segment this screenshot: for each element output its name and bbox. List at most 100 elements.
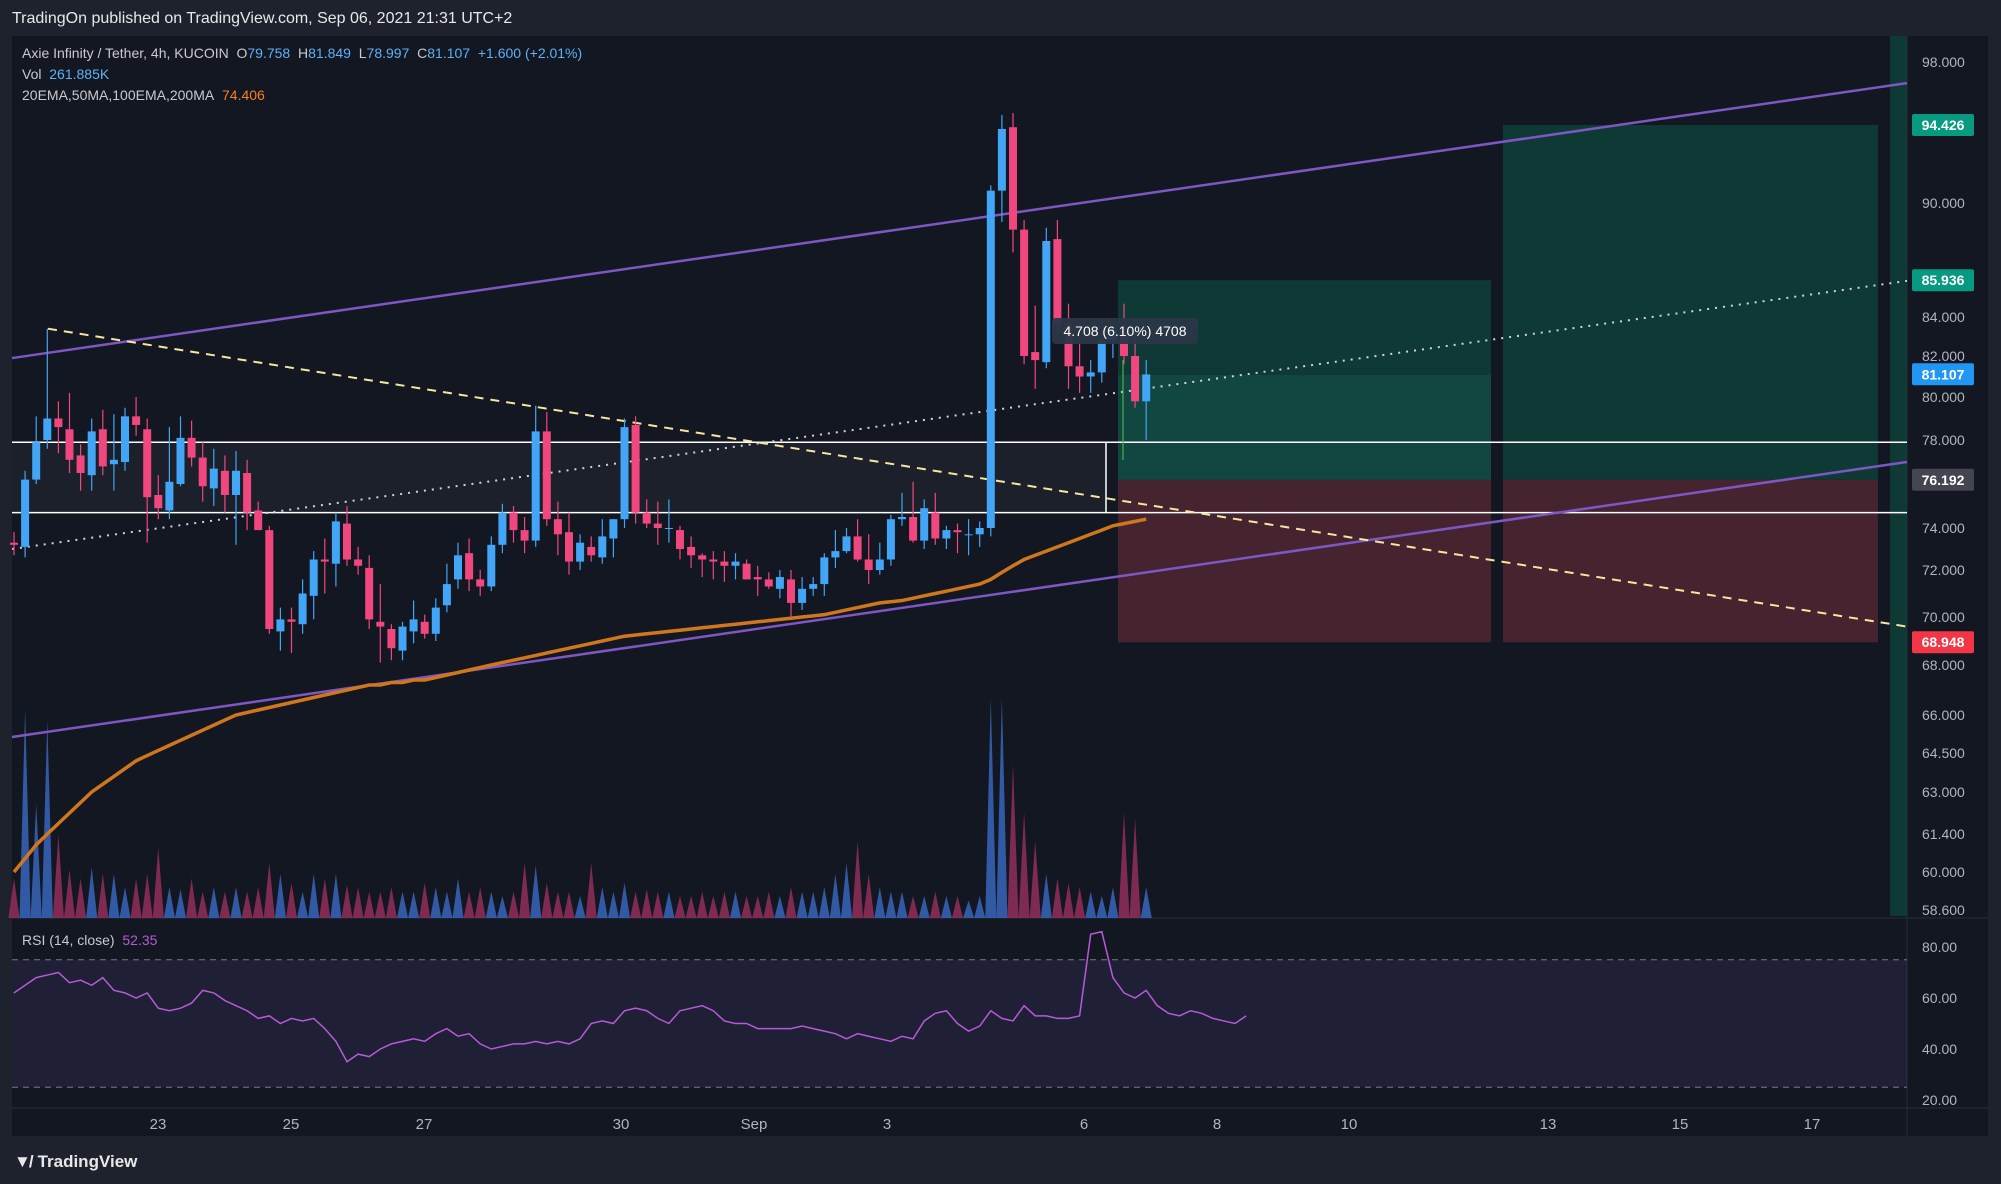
volume-bar	[385, 887, 397, 918]
volume-bar	[951, 896, 964, 918]
candle-body	[287, 619, 296, 622]
volume-bar	[252, 887, 264, 918]
price-axis-label: 68.000	[1922, 657, 1965, 673]
close-value: 81.107	[427, 45, 471, 61]
volume-bar	[1118, 812, 1130, 918]
candle-body	[997, 128, 1006, 191]
time-axis-label: 8	[1213, 1116, 1221, 1133]
candle-body	[442, 584, 451, 606]
time-axis-label: 15	[1672, 1116, 1689, 1133]
candle-body	[198, 457, 207, 487]
price-axis-label: 82.000	[1922, 348, 1965, 364]
volume-bar	[285, 882, 298, 918]
volume-bar	[896, 891, 908, 918]
rsi-pane: 80.00 60.00 40.00 20.00	[12, 930, 1957, 1108]
volume-bar	[929, 891, 941, 918]
volume-legend[interactable]: Vol 261.885K	[22, 66, 109, 82]
price-axis[interactable]: 98.000 90.000 84.000 82.000 80.000 78.000 74.0…	[1922, 54, 1965, 918]
volume-bar	[530, 865, 542, 918]
price-tag-label: 68.948	[1922, 634, 1965, 650]
candle-body	[298, 593, 307, 625]
volume-bar	[197, 891, 209, 918]
candle-body	[1075, 366, 1084, 377]
price-tag-background	[1912, 269, 1974, 292]
volume-bar	[729, 891, 742, 918]
candle-body	[920, 508, 929, 541]
volume-bar	[552, 891, 564, 918]
long-position-profit-fill	[1118, 375, 1491, 480]
volume-bar	[641, 889, 653, 918]
candle-body	[465, 553, 474, 580]
volume-bar	[119, 887, 131, 918]
price-axis-label: 63.000	[1922, 784, 1965, 800]
candle-body	[143, 429, 152, 498]
volume-bar	[1085, 891, 1097, 918]
volume-bar	[186, 878, 198, 918]
candle-body	[276, 619, 285, 632]
ma-legend[interactable]: 20EMA,50MA,100EMA,200MA 74.406	[22, 87, 265, 103]
volume-bar	[263, 863, 275, 918]
volume-bar	[607, 891, 619, 918]
volume-bar	[330, 874, 342, 918]
candle-body	[354, 559, 363, 566]
price-axis-label: 90.000	[1922, 195, 1965, 211]
drawing-lines[interactable]	[11, 81, 1908, 874]
candle-body	[986, 190, 995, 528]
rsi-axis-label: 40.00	[1922, 1041, 1957, 1057]
volume-bar	[1129, 819, 1141, 918]
price-axis-label: 78.000	[1922, 432, 1965, 448]
candle-body	[132, 416, 141, 425]
volume-bar	[363, 891, 375, 918]
candle-body	[265, 530, 274, 629]
price-axis-label: 66.000	[1922, 707, 1965, 723]
volume-bar	[463, 891, 475, 918]
brand-name: TradingView	[37, 1152, 138, 1171]
candle-body	[576, 542, 585, 562]
volume-bar	[563, 891, 575, 918]
volume-bar	[319, 878, 331, 918]
candle-body	[232, 470, 240, 495]
annotations: 4.708 (6.10%) 4708	[1052, 318, 1198, 460]
volume-bar	[419, 882, 431, 918]
candle-body	[642, 512, 651, 524]
candle-body	[320, 559, 329, 562]
price-tag-background	[1912, 363, 1974, 386]
rsi-legend[interactable]: RSI (14, close) 52.35	[22, 932, 157, 948]
tradingview-logo[interactable]: ▼/TradingView	[14, 1152, 137, 1172]
candle-body	[587, 546, 596, 556]
candle-body	[653, 523, 662, 528]
vol-label: Vol	[22, 66, 42, 82]
symbol-legend[interactable]: Axie Infinity / Tether, 4h, KUCOIN O79.7…	[22, 45, 582, 61]
volume-bar	[1140, 887, 1152, 918]
candle-body	[165, 481, 174, 511]
candle-body	[1020, 229, 1029, 356]
candle-body	[909, 517, 918, 541]
candle-body	[487, 544, 496, 587]
candle-body	[365, 567, 374, 620]
candle-body	[121, 416, 129, 462]
volume-bar	[1096, 896, 1108, 918]
candle-body	[32, 442, 41, 480]
volume-bar	[685, 896, 697, 918]
volume-bar	[763, 891, 775, 918]
volume-bar	[796, 891, 808, 918]
candle-body	[864, 559, 873, 570]
price-tag-background	[1912, 468, 1974, 491]
volume-bar	[985, 698, 997, 918]
volume-bar	[63, 869, 76, 918]
candle-body	[820, 557, 829, 585]
candle-body	[476, 579, 485, 587]
volume-bar	[408, 891, 420, 918]
candle-body	[209, 468, 218, 489]
candle-body	[898, 517, 906, 520]
candle-body	[65, 429, 74, 460]
volume-bar	[674, 896, 686, 918]
price-axis-label: 98.000	[1922, 54, 1965, 70]
volume-bar	[519, 863, 531, 918]
ma-line	[12, 517, 1147, 874]
volume-bar	[663, 891, 675, 918]
rsi-axis-label: 60.00	[1922, 990, 1957, 1006]
time-axis[interactable]: 23 25 27 30 Sep 3 6 8 10 13 15 17	[150, 1116, 1821, 1133]
candle-body	[109, 459, 118, 465]
